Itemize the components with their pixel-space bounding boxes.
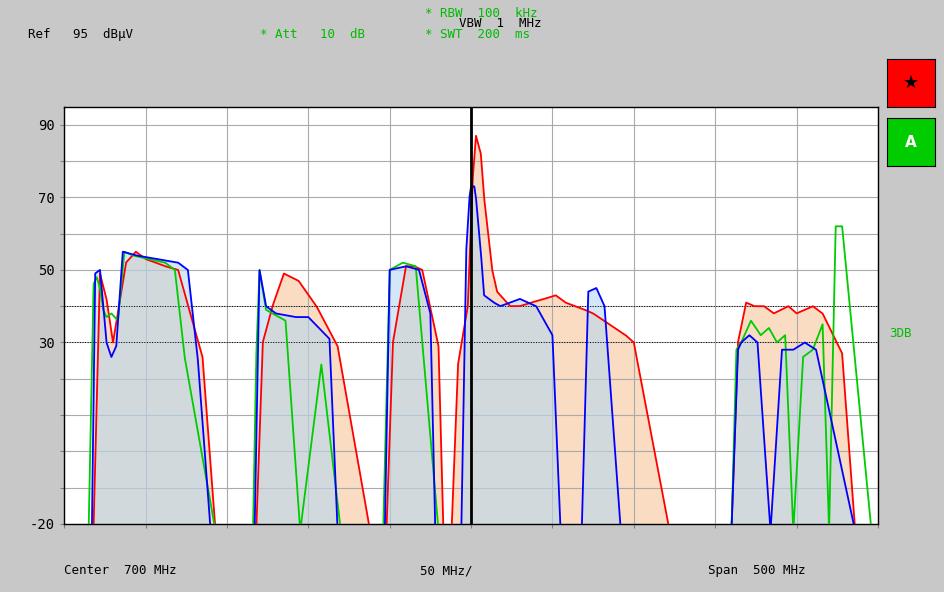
Text: Center  700 MHz: Center 700 MHz bbox=[64, 564, 177, 577]
Text: * SWT  200  ms: * SWT 200 ms bbox=[425, 28, 530, 41]
Text: * Att   10  dB: * Att 10 dB bbox=[260, 28, 364, 41]
Text: 50 MHz/: 50 MHz/ bbox=[420, 564, 473, 577]
Text: A: A bbox=[905, 134, 917, 150]
Text: * RBW  100  kHz: * RBW 100 kHz bbox=[425, 7, 537, 20]
Text: Span  500 MHz: Span 500 MHz bbox=[708, 564, 805, 577]
Text: VBW  1  MHz: VBW 1 MHz bbox=[444, 17, 541, 30]
Text: Ref   95  dBµV: Ref 95 dBµV bbox=[28, 28, 133, 41]
Text: ★: ★ bbox=[902, 74, 919, 92]
Text: 3DB: 3DB bbox=[889, 327, 912, 340]
